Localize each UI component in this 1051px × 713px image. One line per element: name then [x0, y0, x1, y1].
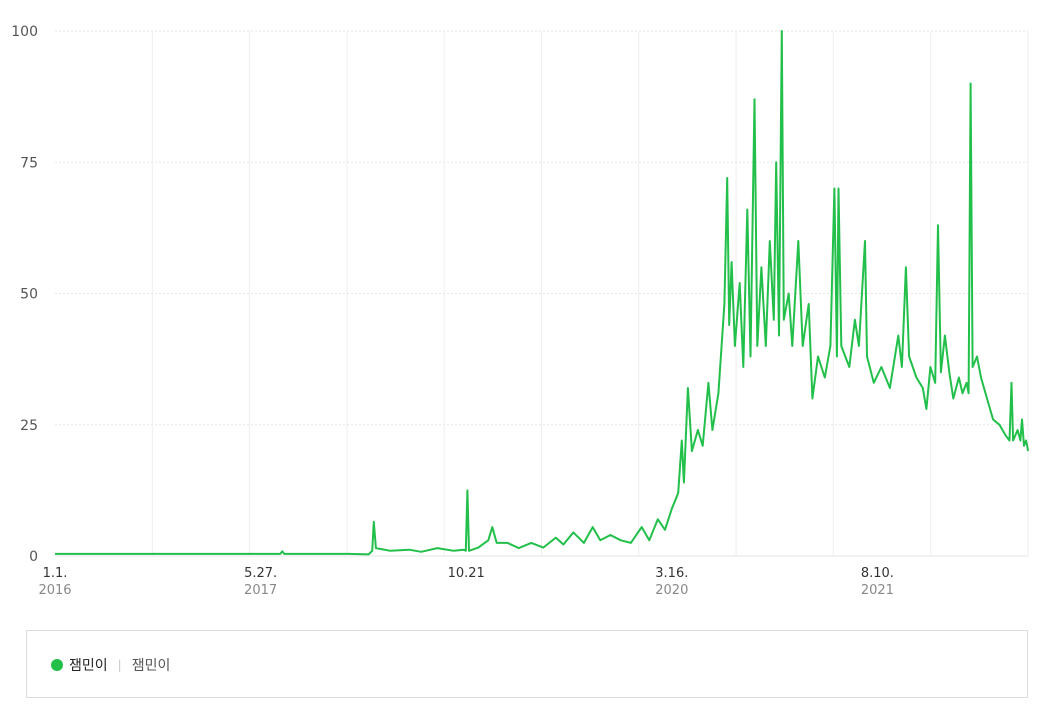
- y-tick-label: 50: [20, 287, 38, 303]
- line-chart: 0 25 50 75 100 1.1. 2016 5.27. 2017 10.21 3.16. 20…: [11, 24, 1029, 598]
- grid: [55, 30, 1029, 557]
- x-tick-label: 1.1.: [43, 566, 68, 581]
- x-tick-label: 8.10.: [861, 566, 894, 581]
- legend-item[interactable]: 잼민이 | 잼민이: [51, 655, 170, 675]
- y-tick-label: 75: [20, 155, 38, 171]
- x-tick-year: 2017: [244, 583, 277, 598]
- legend-sublabel: 잼민이: [131, 658, 171, 674]
- y-axis: 0 25 50 75 100: [11, 24, 38, 565]
- x-tick-label: 5.27.: [244, 566, 277, 581]
- legend: 잼민이 | 잼민이: [26, 630, 1028, 698]
- series-line: [55, 30, 1029, 556]
- series-layer: [55, 30, 1029, 556]
- x-tick-year: 2016: [38, 583, 71, 598]
- x-tick-year: 2020: [655, 583, 688, 598]
- x-tick-year: 2021: [861, 583, 894, 598]
- y-tick-label: 25: [20, 418, 38, 434]
- x-axis: 1.1. 2016 5.27. 2017 10.21 3.16. 2020 8.10. 2021: [38, 566, 894, 598]
- x-tick-label: 3.16.: [655, 566, 688, 581]
- y-tick-label: 0: [29, 549, 38, 565]
- legend-dot-icon: [51, 659, 63, 671]
- y-tick-label: 100: [11, 24, 38, 40]
- legend-separator: |: [117, 658, 122, 672]
- legend-label: 잼민이: [69, 658, 108, 674]
- x-tick-label: 10.21: [448, 566, 485, 581]
